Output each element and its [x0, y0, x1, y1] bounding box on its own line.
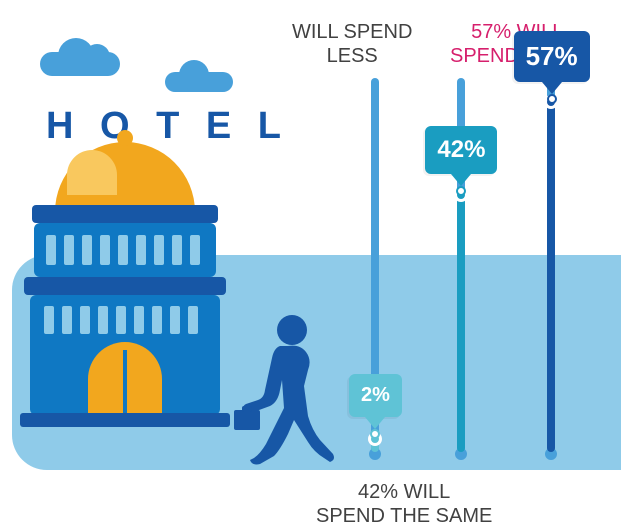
hotel-dome-base — [32, 205, 218, 223]
hotel-dome — [55, 142, 195, 212]
cloud-left — [40, 52, 120, 76]
bar-callout: 42% — [425, 126, 497, 174]
hotel-door — [88, 342, 162, 414]
infographic-canvas: H O T E L WILL SPEND LESS 57% WILL SPEND… — [0, 0, 633, 531]
hotel-ledge-base — [20, 413, 230, 427]
bar-callout: 2% — [349, 374, 402, 417]
bar-callout: 57% — [514, 31, 590, 82]
label-line: SPEND THE SAME — [316, 504, 492, 528]
hotel-windows-bottom — [44, 306, 198, 334]
label-line: WILL SPEND — [292, 20, 412, 44]
cloud-right — [165, 72, 233, 92]
label-spend-same: 42% WILL SPEND THE SAME — [316, 480, 492, 528]
traveler-icon — [230, 312, 350, 472]
hotel-windows-top — [46, 235, 200, 265]
label-line: 42% WILL — [316, 480, 492, 504]
hotel-sign: H O T E L — [46, 105, 289, 148]
bar-fill — [547, 97, 555, 452]
bar-callout-value: 42% — [437, 136, 485, 164]
bar-callout-value: 2% — [361, 384, 390, 407]
hotel-ledge-mid — [24, 277, 226, 295]
label-line: LESS — [292, 44, 412, 68]
label-spend-less: WILL SPEND LESS — [292, 20, 412, 68]
bar-fill — [457, 190, 465, 452]
bar-callout-value: 57% — [526, 41, 578, 72]
